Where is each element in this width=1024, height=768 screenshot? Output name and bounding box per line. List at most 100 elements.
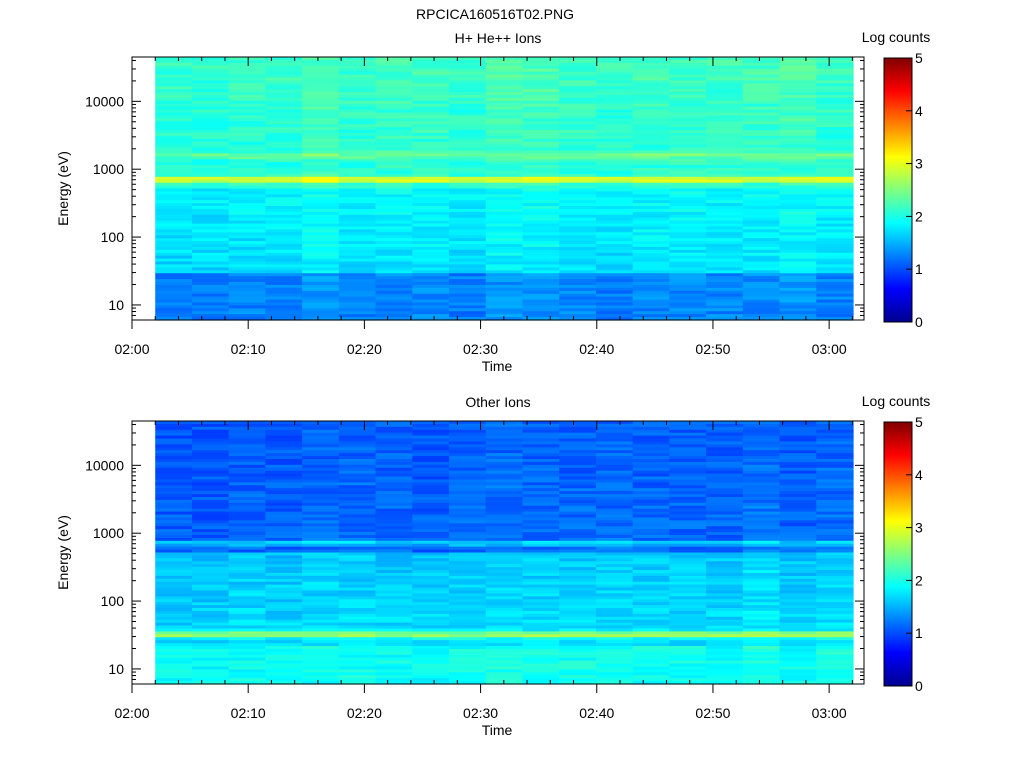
heatmap-cell [706, 572, 744, 577]
heatmap-cell [375, 505, 413, 510]
heatmap-cell [522, 543, 560, 548]
heatmap-cell [632, 444, 670, 448]
heatmap-cell [632, 153, 670, 157]
heatmap-cell [265, 124, 303, 128]
heatmap-cell [155, 578, 193, 583]
heatmap-cell [191, 287, 230, 292]
heatmap-cell [191, 473, 230, 478]
heatmap-cell [412, 537, 450, 542]
heatmap-cell [779, 561, 817, 565]
heatmap-cell [669, 165, 707, 169]
heatmap-cell [632, 567, 670, 571]
heatmap-cell [816, 681, 854, 685]
heatmap-cell [779, 106, 817, 111]
heatmap-cell [191, 165, 230, 169]
heatmap-cell [155, 191, 193, 195]
heatmap-cell [375, 62, 413, 67]
heatmap-cell [779, 599, 817, 603]
heatmap-cell [155, 482, 193, 486]
heatmap-cell [191, 232, 230, 236]
heatmap-cell [375, 144, 413, 149]
heatmap-cell [742, 561, 781, 565]
heatmap-cell [155, 622, 193, 627]
heatmap-cell [559, 162, 597, 166]
heatmap-cell [155, 232, 193, 236]
heatmap-cell [375, 121, 413, 125]
heatmap-cell [155, 115, 193, 119]
heatmap-cell [449, 628, 487, 632]
heatmap-cell [669, 421, 707, 425]
heatmap-cell [595, 646, 634, 650]
heatmap-cell [706, 211, 744, 216]
heatmap-cell [155, 74, 193, 79]
heatmap-cell [265, 605, 303, 609]
heatmap-cell [595, 561, 634, 565]
heatmap-cell [632, 170, 670, 175]
heatmap-cell [302, 282, 340, 286]
heatmap-cell [375, 232, 413, 236]
heatmap-cell [228, 89, 267, 93]
heatmap-cell [779, 499, 817, 504]
heatmap-cell [375, 637, 413, 641]
heatmap-cell [742, 308, 781, 312]
heatmap-cell [669, 92, 707, 96]
heatmap-cell [632, 654, 670, 659]
heatmap-cell [191, 637, 230, 641]
heatmap-cell [485, 165, 524, 169]
heatmap-cell [669, 203, 707, 207]
heatmap-cell [302, 299, 340, 304]
heatmap-cell [706, 672, 744, 676]
heatmap-cell [191, 622, 230, 627]
heatmap-cell [155, 267, 193, 271]
heatmap-cell [816, 127, 854, 131]
heatmap-cell [816, 270, 854, 274]
heatmap-cell [706, 526, 744, 530]
heatmap-cell [338, 103, 377, 108]
heatmap-cell [816, 631, 854, 635]
heatmap-cell [265, 284, 303, 289]
heatmap-cell [228, 246, 267, 251]
heatmap-cell [338, 83, 377, 87]
heatmap-cell [816, 502, 854, 507]
heatmap-cell [265, 220, 303, 225]
heatmap-cell [632, 308, 670, 312]
heatmap-cell [706, 279, 744, 283]
heatmap-cell [706, 610, 744, 615]
heatmap-cell [191, 464, 230, 469]
heatmap-cell [485, 252, 524, 257]
heatmap-cell [375, 273, 413, 277]
heatmap-cell [375, 423, 413, 428]
heatmap-cell [632, 290, 670, 295]
heatmap-cell [595, 147, 634, 152]
heatmap-cell [522, 464, 560, 469]
heatmap-cell [632, 173, 670, 178]
heatmap-cell [669, 71, 707, 76]
heatmap-cell [155, 648, 193, 653]
heatmap-cell [632, 426, 670, 431]
heatmap-cell [816, 287, 854, 292]
heatmap-cell [816, 138, 854, 143]
panel-title: H+ He++ Ions [455, 30, 542, 46]
heatmap-cell [228, 159, 267, 163]
heatmap-cell [485, 203, 524, 207]
heatmap-cell [412, 299, 450, 304]
heatmap-cell [742, 584, 781, 589]
heatmap-cell [449, 429, 487, 434]
heatmap-cell [302, 92, 340, 96]
heatmap-cell [302, 432, 340, 437]
heatmap-cell [816, 115, 854, 119]
heatmap-cell [485, 138, 524, 143]
heatmap-cell [485, 438, 524, 443]
heatmap-cell [669, 461, 707, 466]
heatmap-cell [742, 211, 781, 216]
heatmap-cell [522, 505, 560, 510]
heatmap-cell [485, 130, 524, 134]
heatmap-cell [228, 590, 267, 595]
heatmap-cell [522, 672, 560, 676]
heatmap-cell [338, 214, 377, 219]
heatmap-cell [632, 138, 670, 143]
heatmap-cell [338, 68, 377, 73]
heatmap-cell [449, 249, 487, 254]
heatmap-cell [816, 165, 854, 169]
heatmap-cell [412, 65, 450, 70]
